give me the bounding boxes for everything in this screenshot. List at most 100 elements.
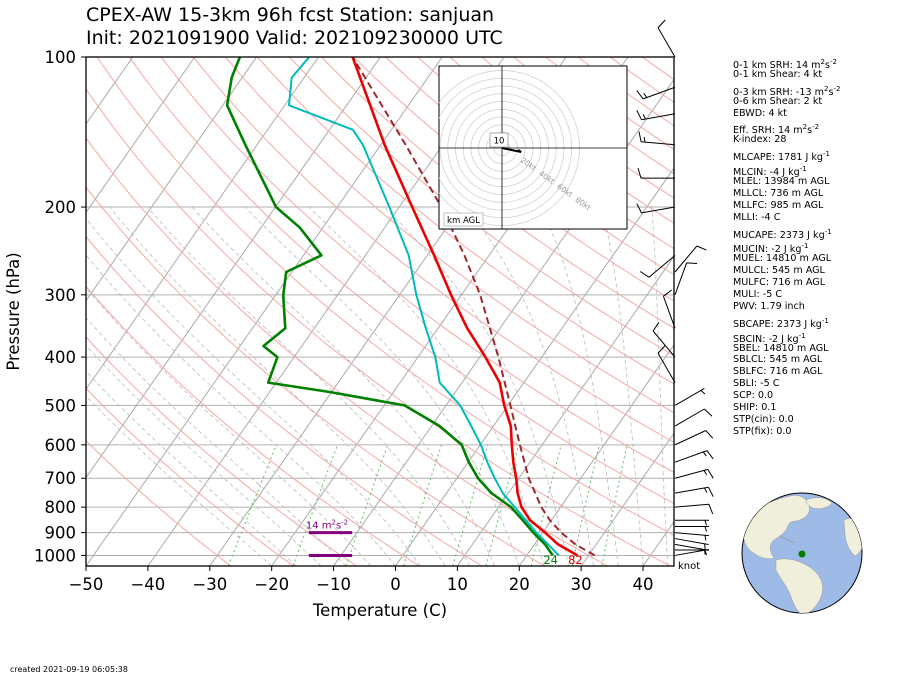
dry-adiabat <box>128 57 674 505</box>
wind-barb <box>652 322 676 358</box>
isotherm <box>86 57 381 479</box>
mixing-ratio-line <box>452 444 489 566</box>
moist-adiabat <box>86 287 371 566</box>
sounding-index: MLLI: -4 C <box>733 211 781 223</box>
wind-barb <box>657 345 676 383</box>
y-tick-label: 200 <box>45 198 77 217</box>
wind-barb <box>674 468 714 479</box>
sounding-index: 0-1 km Shear: 4 kt <box>733 68 823 80</box>
moist-adiabat <box>147 206 471 566</box>
sounding-index: MULCL: 545 m AGL <box>733 265 825 277</box>
station-marker <box>798 550 806 558</box>
chart-subtitle: Init: 2021091900 Valid: 202109230000 UTC <box>86 27 503 49</box>
moist-adiabat <box>86 344 322 566</box>
hodograph-height-box <box>489 132 509 148</box>
dry-adiabat <box>160 57 674 474</box>
sounding-index: MLCIN: -4 J kg-1 <box>733 165 807 179</box>
sounding-index: EBWD: 4 kt <box>733 107 787 119</box>
moist-adiabat <box>651 206 669 566</box>
wind-barb <box>657 19 676 58</box>
wind-barb <box>639 254 676 278</box>
sounding-index: SHIP: 0.1 <box>733 402 777 414</box>
dry-adiabat <box>257 57 674 385</box>
x-axis-label: Temperature (C) <box>312 601 447 620</box>
wind-barb <box>674 532 709 541</box>
chart-title: CPEX-AW 15-3km 96h fcst Station: sanjuan <box>86 4 495 26</box>
dry-adiabat <box>86 387 294 566</box>
dry-adiabat <box>289 57 674 357</box>
y-tick-label: 300 <box>45 286 77 305</box>
wind-barb <box>674 450 714 463</box>
moist-adiabat <box>86 370 297 566</box>
wind-barb <box>636 203 676 214</box>
y-tick-label: 700 <box>45 469 77 488</box>
sounding-index: SBLFC: 716 m AGL <box>733 366 823 378</box>
y-tick-label: 500 <box>45 396 77 415</box>
sounding-index: STP(cin): 0.0 <box>733 413 794 425</box>
wind-barb <box>636 86 676 100</box>
moist-adiabat <box>86 254 396 566</box>
x-tick-label: 40 <box>633 575 654 594</box>
sounding-index: MLLFC: 985 m AGL <box>733 199 824 211</box>
x-tick-label: −20 <box>254 575 289 594</box>
sounding-index: MUCIN: -2 J kg-1 <box>733 242 809 256</box>
hodograph-legend: km AGL <box>447 216 480 226</box>
dry-adiabat <box>86 186 545 566</box>
parcel-line <box>351 57 596 557</box>
moist-adiabat <box>540 206 619 566</box>
dry-adiabat <box>86 235 483 566</box>
y-tick-label: 900 <box>45 524 77 543</box>
dry-adiabat <box>192 57 674 443</box>
caribbean-islands <box>779 535 796 544</box>
sounding-index: SBCAPE: 2373 J kg-1 <box>733 316 829 330</box>
moist-adiabat <box>465 206 594 566</box>
sounding-index: MULFC: 716 m AGL <box>733 277 826 289</box>
wind-barb <box>674 503 714 515</box>
background-lines <box>86 57 674 566</box>
isotherm <box>580 432 674 566</box>
wetbulb-line <box>288 57 560 557</box>
dry-adiabat <box>225 57 674 414</box>
wind-barb <box>674 549 710 556</box>
isotherm <box>518 344 674 566</box>
x-tick-label: −30 <box>192 575 227 594</box>
moist-adiabat <box>191 206 495 566</box>
dry-adiabat <box>96 57 674 536</box>
wind-barb <box>674 408 713 427</box>
y-tick-label: 600 <box>45 436 77 455</box>
hodograph-legend-box <box>443 212 484 227</box>
hodograph-height-label: 10 <box>494 137 505 147</box>
sounding-index: SBLI: -5 C <box>733 378 780 390</box>
y-tick-label: 400 <box>45 348 77 367</box>
plot-frame <box>85 56 675 567</box>
wind-barb <box>674 387 706 406</box>
axes: −50 −40 −30 −20 −10 0 10 20 30 40 100 200 300 400 500 6… <box>4 48 654 620</box>
wind-barb <box>674 526 710 532</box>
srh-annotation: 14 m2s-2 <box>306 519 353 557</box>
isotherm <box>86 57 196 214</box>
dry-adiabat <box>86 439 232 566</box>
wind-barbs: knot <box>636 19 714 572</box>
wind-barb <box>637 167 676 179</box>
sounding-index: MUCAPE: 2373 J kg-1 <box>733 227 832 241</box>
dry-adiabat <box>385 57 674 276</box>
x-tick-label: −10 <box>316 575 351 594</box>
mixing-ratio-line <box>530 444 562 566</box>
mixing-ratio-line <box>345 444 389 566</box>
sounding-index: SBEL: 14810 m AGL <box>733 342 829 354</box>
wind-barb <box>674 245 707 273</box>
sounding-index: MLLCL: 736 m AGL <box>733 187 824 199</box>
sounding-index: MLCAPE: 1781 J kg-1 <box>733 150 830 164</box>
wind-barb <box>674 538 709 550</box>
wind-barb <box>636 110 676 121</box>
moist-adiabat <box>86 217 421 566</box>
sounding-index: SCP: 0.0 <box>733 390 774 402</box>
surface-dewpoint-label: 24 <box>543 553 558 567</box>
moist-adiabat <box>86 395 272 566</box>
dry-adiabat <box>86 336 357 566</box>
moist-adiabat <box>384 206 570 566</box>
y-axis-label: Pressure (hPa) <box>4 252 23 370</box>
surface-temperature-label: 82 <box>568 553 583 567</box>
